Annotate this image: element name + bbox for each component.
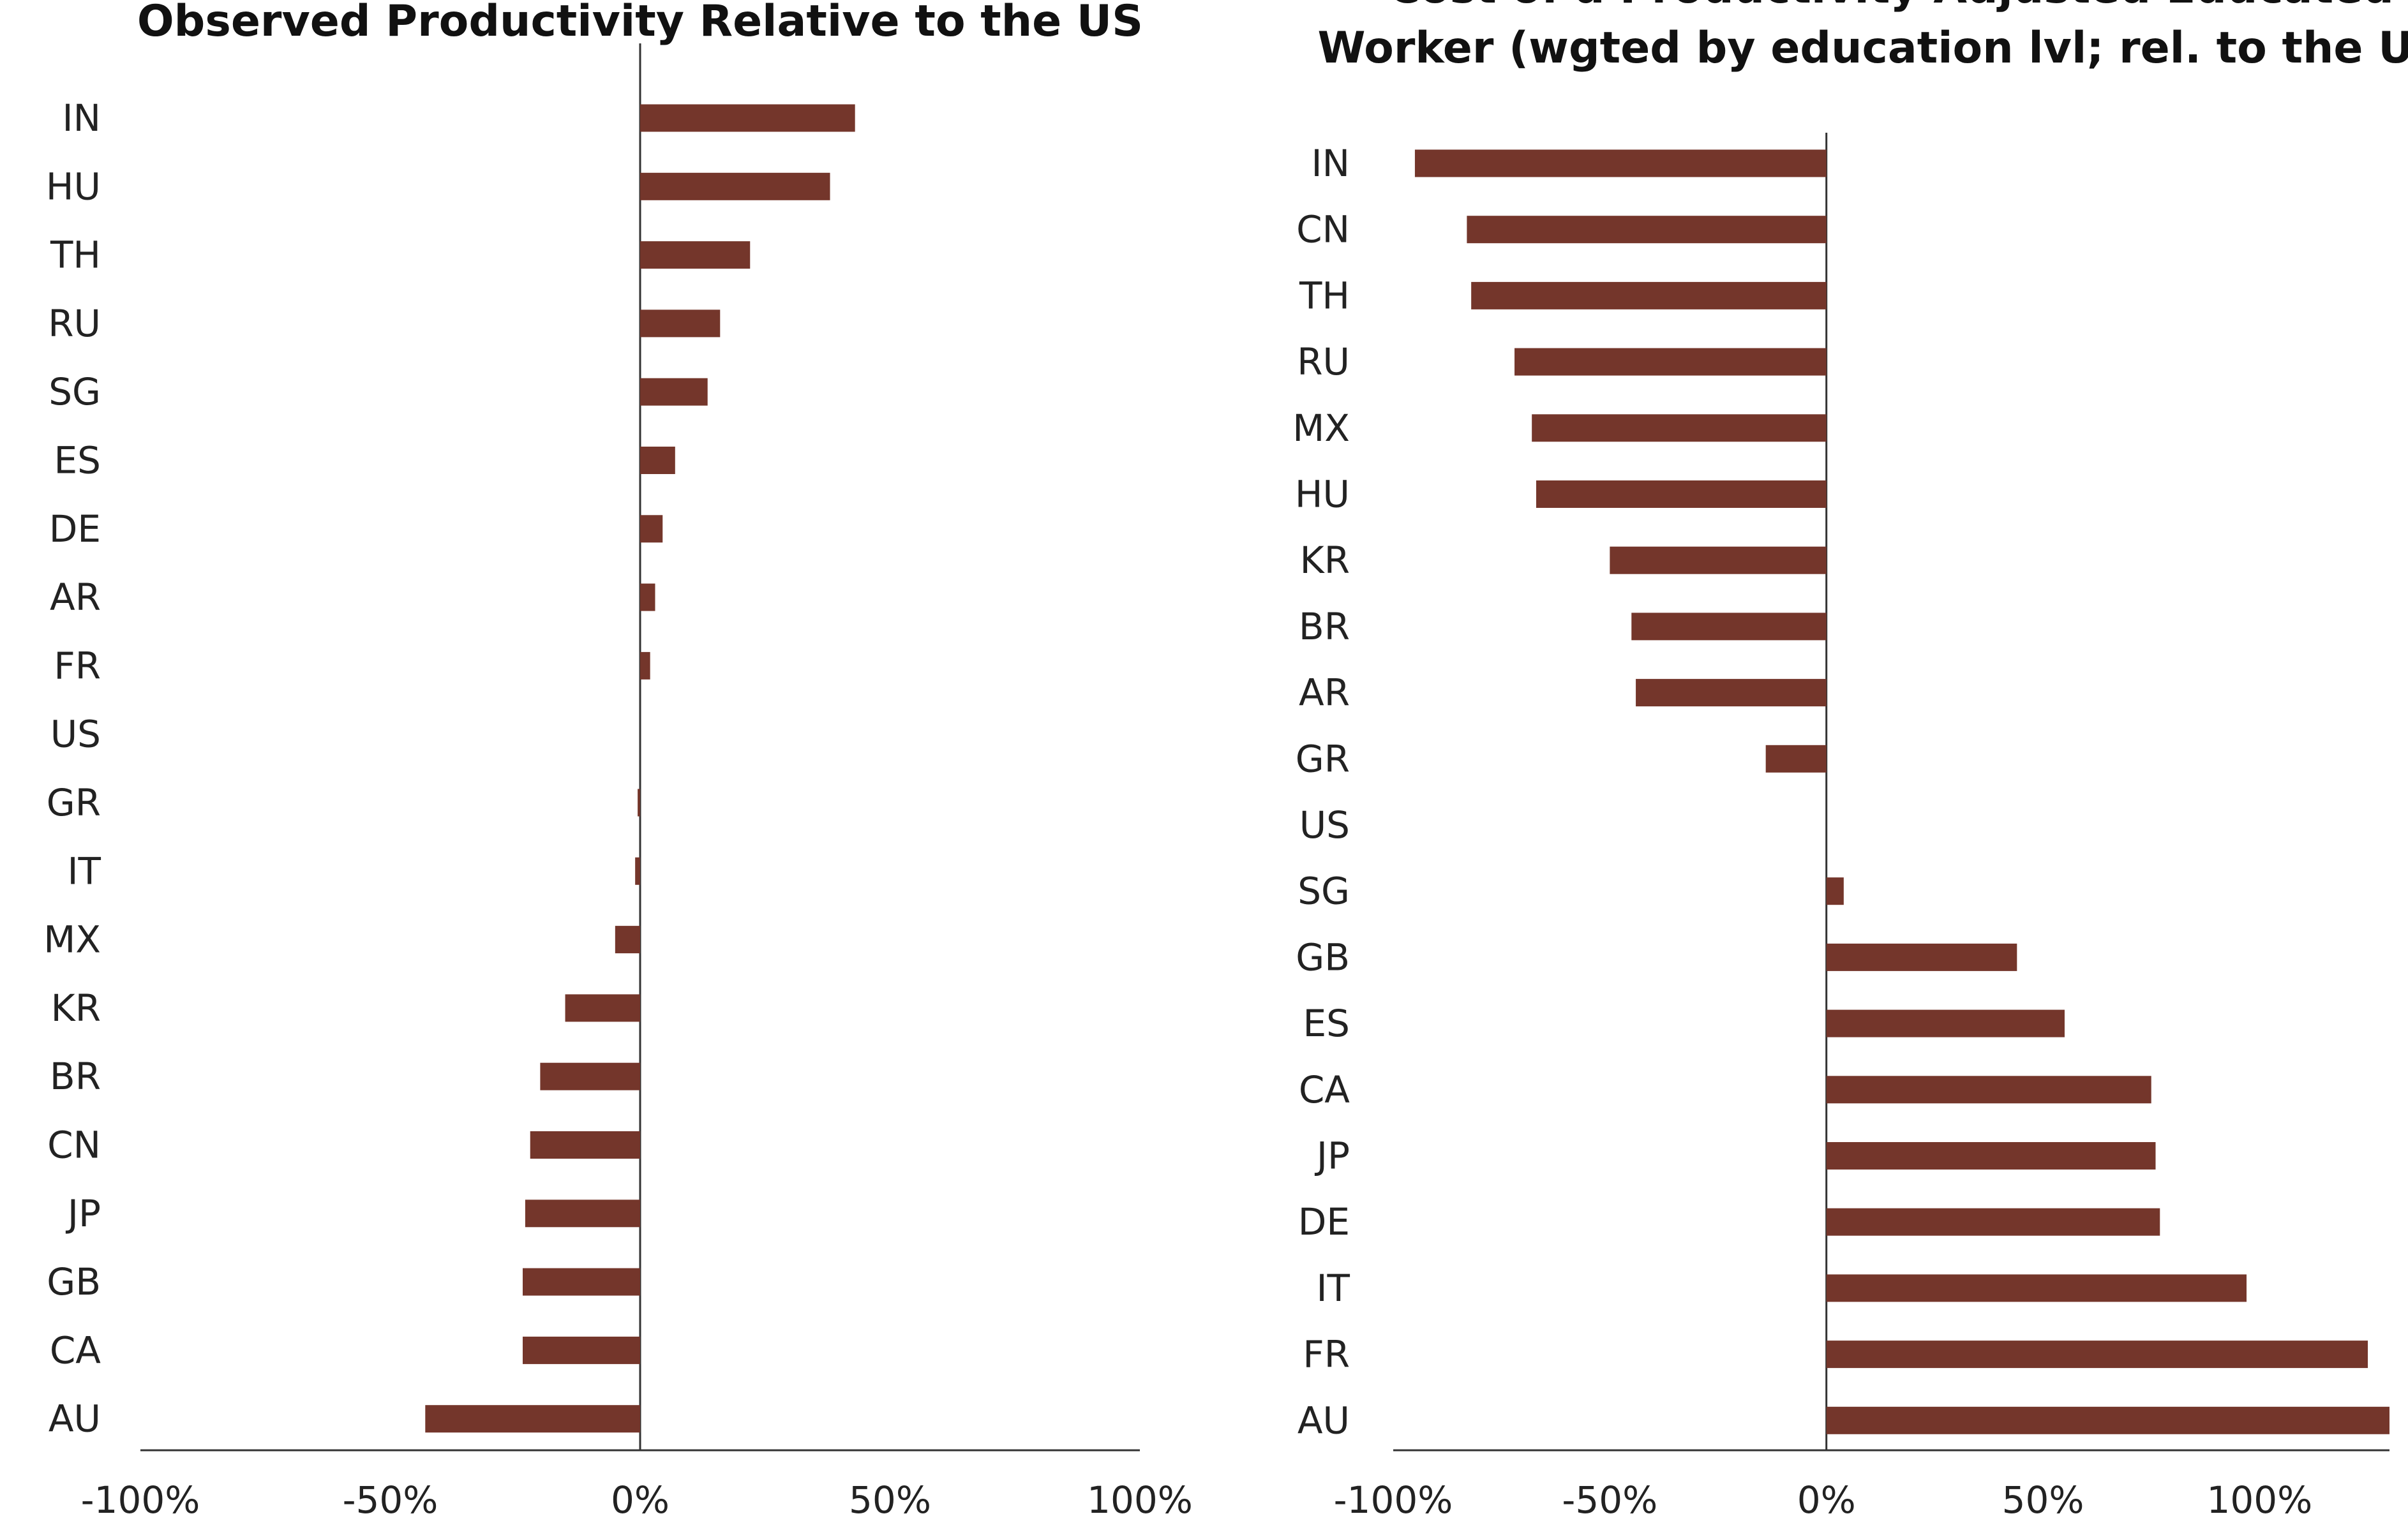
- productivity-category-label-it: IT: [67, 849, 101, 893]
- cost-bar-de: [1826, 1208, 2160, 1236]
- productivity-category-label-kr: KR: [51, 986, 101, 1030]
- cost-bar-th: [1471, 281, 1827, 309]
- productivity-bar-fr: [640, 651, 650, 680]
- cost-category-label-fr: FR: [1303, 1333, 1350, 1376]
- productivity-tick-label-2: 0%: [611, 1478, 669, 1522]
- productivity-bar-ca: [522, 1336, 640, 1364]
- cost-category-label-ca: CA: [1299, 1068, 1350, 1111]
- productivity-category-label-au: AU: [49, 1397, 101, 1441]
- productivity-bar-es: [640, 447, 675, 474]
- productivity-chart: Observed Productivity Relative to the US…: [43, 0, 1193, 1522]
- cost-category-label-br: BR: [1299, 605, 1350, 648]
- productivity-tick-label-3: 50%: [849, 1478, 931, 1522]
- productivity-bar-in: [640, 104, 855, 132]
- cost-chart: Cost of a Productivity Adjusted Educated…: [1292, 0, 2408, 1522]
- cost-category-label-sg: SG: [1297, 870, 1350, 913]
- cost-bar-au: [1826, 1406, 2389, 1434]
- productivity-category-label-hu: HU: [46, 165, 101, 208]
- chart-title-productivity: Observed Productivity Relative to the US: [137, 0, 1143, 47]
- productivity-category-label-th: TH: [50, 234, 101, 277]
- productivity-category-label-br: BR: [50, 1055, 101, 1098]
- productivity-bar-hu: [640, 172, 830, 200]
- cost-category-label-ar: AR: [1299, 671, 1350, 715]
- cost-bar-ar: [1636, 679, 1827, 707]
- productivity-category-label-ca: CA: [50, 1328, 101, 1372]
- cost-category-label-th: TH: [1299, 274, 1350, 317]
- cost-bar-it: [1826, 1274, 2247, 1302]
- productivity-category-label-sg: SG: [49, 370, 101, 413]
- productivity-category-label-jp: JP: [66, 1192, 101, 1235]
- productivity-bar-de: [640, 515, 663, 543]
- productivity-bar-br: [540, 1062, 640, 1090]
- cost-tick-label-2: 0%: [1797, 1478, 1856, 1522]
- cost-category-label-it: IT: [1316, 1267, 1350, 1310]
- cost-bar-mx: [1532, 414, 1827, 442]
- productivity-category-label-in: IN: [63, 96, 101, 140]
- cost-bar-jp: [1826, 1142, 2156, 1170]
- cost-category-label-mx: MX: [1292, 406, 1350, 450]
- productivity-category-label-de: DE: [49, 507, 101, 551]
- cost-category-label-in: IN: [1312, 142, 1350, 185]
- productivity-bar-jp: [525, 1200, 640, 1228]
- productivity-category-label-es: ES: [54, 439, 101, 482]
- productivity-category-label-us: US: [50, 713, 101, 756]
- cost-tick-label-1: -50%: [1562, 1478, 1657, 1522]
- cost-category-label-gr: GR: [1296, 737, 1350, 780]
- cost-tick-label-0: -100%: [1334, 1478, 1453, 1522]
- productivity-bar-au: [425, 1405, 640, 1433]
- productivity-bar-sg: [640, 378, 708, 406]
- cost-bar-cn: [1467, 216, 1827, 244]
- productivity-category-label-gr: GR: [47, 781, 101, 824]
- productivity-bar-mx: [615, 926, 640, 954]
- cost-bar-ca: [1826, 1076, 2151, 1104]
- productivity-bar-th: [640, 241, 751, 269]
- cost-category-label-kr: KR: [1300, 539, 1350, 582]
- cost-bar-gr: [1765, 745, 1827, 773]
- productivity-bar-kr: [565, 994, 640, 1022]
- productivity-category-label-ru: RU: [48, 302, 101, 345]
- productivity-category-label-ar: AR: [50, 576, 101, 619]
- cost-bar-gb: [1826, 943, 2017, 971]
- cost-tick-label-4: 100%: [2206, 1478, 2312, 1522]
- cost-category-label-de: DE: [1298, 1200, 1350, 1244]
- productivity-bar-gb: [522, 1268, 640, 1296]
- chart-title-cost-line-1: Cost of a Productivity Adjusted Educated: [1388, 0, 2394, 13]
- cost-bar-hu: [1536, 480, 1827, 508]
- cost-category-label-hu: HU: [1295, 473, 1350, 516]
- productivity-bar-it: [635, 857, 640, 885]
- cost-bar-fr: [1826, 1341, 2368, 1369]
- cost-category-label-jp: JP: [1315, 1134, 1350, 1178]
- cost-category-label-gb: GB: [1296, 935, 1350, 979]
- productivity-category-label-cn: CN: [47, 1124, 101, 1167]
- productivity-tick-label-1: -50%: [343, 1478, 438, 1522]
- cost-category-label-cn: CN: [1296, 208, 1350, 251]
- cost-category-label-us: US: [1299, 803, 1350, 847]
- cost-bar-es: [1826, 1009, 2065, 1037]
- cost-category-label-au: AU: [1297, 1399, 1350, 1442]
- cost-bar-sg: [1826, 877, 1844, 905]
- cost-category-label-es: ES: [1303, 1002, 1350, 1045]
- productivity-tick-label-0: -100%: [81, 1478, 200, 1522]
- productivity-category-label-gb: GB: [47, 1260, 101, 1304]
- cost-bar-ru: [1514, 348, 1827, 376]
- cost-category-label-ru: RU: [1297, 340, 1350, 383]
- productivity-tick-label-4: 100%: [1087, 1478, 1193, 1522]
- cost-bar-in: [1414, 149, 1827, 177]
- cost-tick-label-3: 50%: [2002, 1478, 2084, 1522]
- cost-bar-kr: [1610, 546, 1827, 574]
- productivity-bar-cn: [530, 1131, 640, 1159]
- productivity-bar-ar: [640, 583, 655, 611]
- cost-bar-br: [1631, 613, 1827, 641]
- productivity-bar-ru: [640, 309, 721, 338]
- productivity-bar-gr: [638, 789, 640, 817]
- productivity-category-label-fr: FR: [54, 644, 101, 687]
- chart-title-cost-line-2: Worker (wgted by education lvl; rel. to …: [1318, 23, 2408, 73]
- productivity-category-label-mx: MX: [43, 918, 101, 962]
